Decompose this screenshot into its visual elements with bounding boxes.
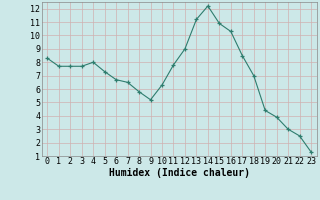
X-axis label: Humidex (Indice chaleur): Humidex (Indice chaleur) [109,168,250,178]
